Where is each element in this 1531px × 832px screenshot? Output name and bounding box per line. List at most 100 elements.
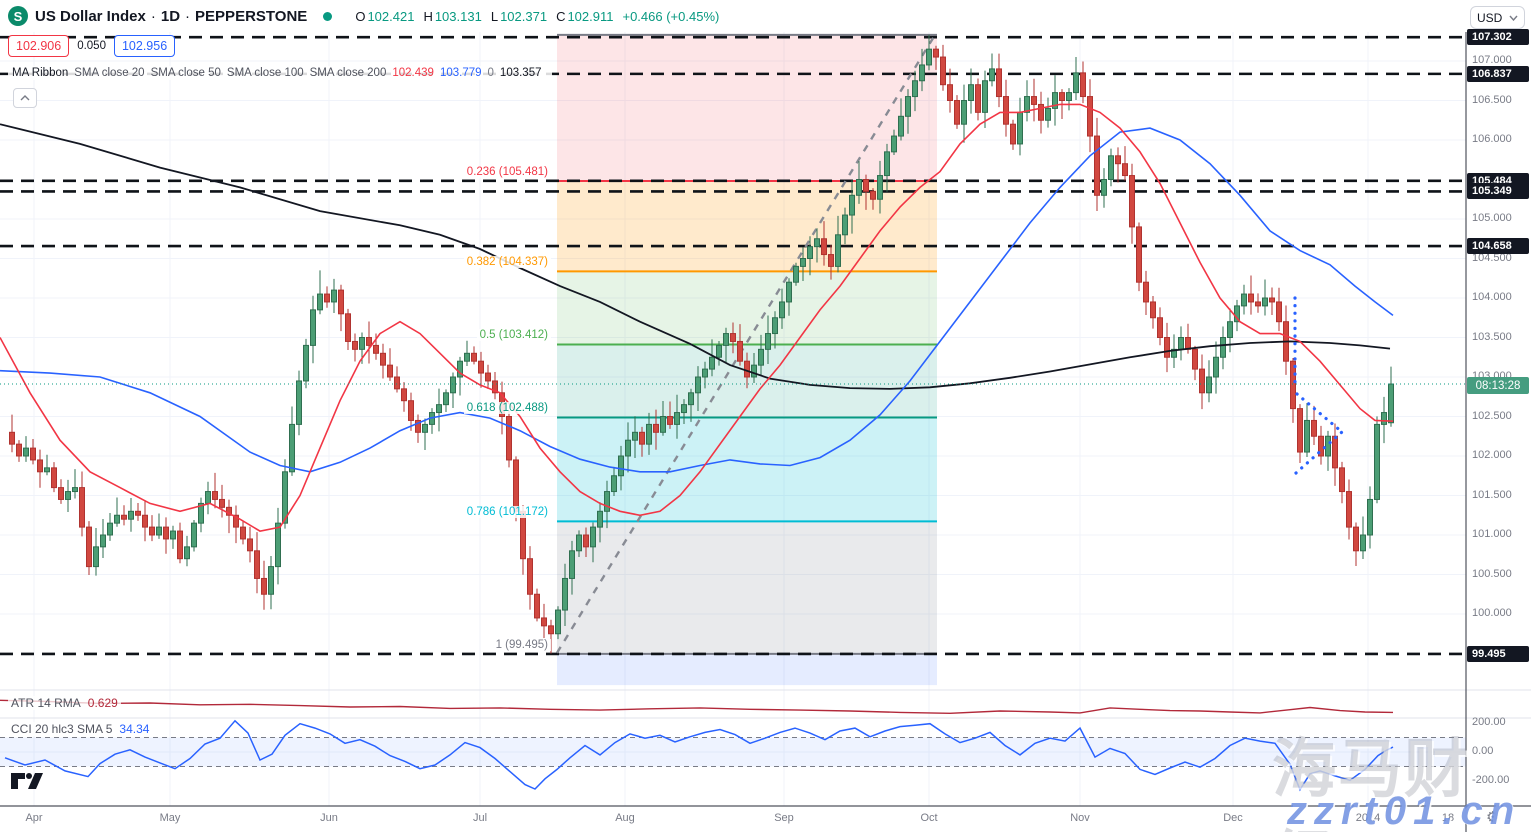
price-axis-label[interactable]: 104.500 (1472, 251, 1512, 264)
fib-level-label: 0.786 (101.172) (463, 506, 551, 519)
symbol-name[interactable]: US Dollar Index (35, 7, 146, 25)
close-value: 102.911 (567, 8, 614, 24)
ma-ribbon-title: MA Ribbon (12, 67, 69, 79)
ma-ribbon-value: 0 (487, 67, 494, 79)
dotted-pattern-drawing[interactable] (1293, 296, 1344, 475)
open-label: O (355, 8, 366, 24)
price-axis-label[interactable]: 102.000 (1472, 449, 1512, 461)
watermark-cn-text: 海马财经 (1272, 733, 1470, 832)
time-axis-label[interactable]: Sep (774, 812, 794, 824)
cci-name: CCI 20 hlc3 SMA 5 (11, 722, 113, 736)
time-axis-label[interactable]: Aug (615, 812, 635, 824)
ma-ribbon-param: SMA close 50 (150, 67, 221, 79)
watermark-url-text: zzrt01.cn (1287, 789, 1522, 832)
change-value: +0.466 (+0.45%) (622, 8, 720, 24)
cci-indicator-label[interactable]: CCI 20 hlc3 SMA 5 34.34 (8, 722, 153, 736)
price-axis-label[interactable]: 102.500 (1472, 409, 1512, 422)
price-axis-label[interactable]: 106.500 (1472, 93, 1512, 106)
interval-label[interactable]: 1D (160, 7, 181, 25)
price-axis-label[interactable]: 100.500 (1472, 567, 1512, 580)
time-axis-label[interactable]: Jul (472, 812, 488, 824)
price-axis-label[interactable]: 101.500 (1472, 488, 1512, 501)
fib-level-label: 0.618 (102.488) (463, 402, 551, 415)
symbol-title[interactable]: US Dollar Index · 1D · PEPPERSTONE (35, 8, 307, 25)
trendline[interactable] (555, 34, 937, 654)
spread-value: 0.050 (69, 40, 114, 52)
title-separator: · (185, 7, 191, 25)
cci-value: 34.34 (119, 722, 150, 736)
atr-value: 0.629 (87, 696, 118, 710)
support-resistance-lines[interactable] (0, 35, 1466, 656)
atr-line (0, 699, 1394, 715)
ma-ribbon-param: SMA close 200 (309, 67, 387, 79)
price-axis-label[interactable]: 106.000 (1472, 133, 1512, 145)
ma-ribbon-param: SMA close 100 (226, 67, 304, 79)
currency-selector[interactable]: USD (1470, 6, 1525, 29)
high-value: 103.131 (434, 8, 482, 24)
candlesticks[interactable] (9, 34, 1394, 654)
cci-line (4, 719, 1394, 792)
cci-axis-label[interactable]: 0.00 (1472, 745, 1494, 757)
cci-axis-label[interactable]: -200.00 (1472, 774, 1510, 786)
price-axis-label[interactable]: 100.000 (1472, 607, 1512, 619)
sell-button[interactable]: 102.906 (8, 35, 70, 57)
chart-header: S US Dollar Index · 1D · PEPPERSTONE O 102.42… (0, 0, 1466, 32)
price-level-badge: 106.837 (1467, 65, 1529, 82)
ma-ribbon-status[interactable]: MA Ribbon SMA close 20 SMA close 50 SMA clo… (8, 66, 552, 80)
axis-settings-gear-icon[interactable]: ⚙ (1486, 809, 1500, 826)
price-level-badge: 105.349 (1467, 183, 1529, 200)
time-axis-label[interactable]: Oct (920, 812, 938, 824)
close-label: C (556, 8, 566, 24)
gridlines (0, 32, 1466, 806)
fib-level-label: 1 (99.495) (492, 638, 551, 651)
time-axis-label[interactable]: Apr (25, 812, 43, 824)
tradingview-logo-icon[interactable] (10, 772, 44, 795)
order-panel: 102.906 0.050 102.956 (8, 35, 176, 57)
title-separator: · (150, 7, 156, 25)
symbol-logo-icon[interactable]: S (8, 6, 28, 26)
sma200-line (0, 123, 1391, 390)
price-axis-label[interactable]: 101.000 (1472, 528, 1512, 540)
ma-lines (0, 103, 1394, 532)
bar-countdown-badge: 08:13:28 (1467, 377, 1529, 394)
fib-level-label: 0.5 (103.412) (476, 329, 551, 342)
time-axis-label[interactable]: May (159, 812, 181, 824)
price-axis-label[interactable]: 103.500 (1472, 330, 1512, 343)
price-level-badge: 107.302 (1467, 29, 1529, 46)
fib-level-label: 0.236 (105.481) (463, 166, 551, 178)
broker-label[interactable]: PEPPERSTONE (195, 7, 308, 25)
atr-indicator-label[interactable]: ATR 14 RMA 0.629 (8, 696, 121, 710)
low-label: L (490, 8, 499, 24)
countdown-value: 08:13:28 (1475, 379, 1521, 392)
time-axis-label[interactable]: Dec (1223, 812, 1243, 824)
time-axis-label[interactable]: Jun (320, 812, 338, 824)
low-value: 102.371 (500, 8, 548, 24)
buy-button[interactable]: 102.956 (113, 35, 176, 57)
ohlc-readout: O 102.421 H 103.131 L 102.371 C 102.911 +0.4… (346, 9, 719, 24)
currency-value: USD (1477, 10, 1503, 25)
time-axis-label[interactable]: 2024 (1355, 812, 1381, 824)
collapse-pane-button[interactable] (13, 88, 37, 108)
price-level-badge: 104.658 (1467, 238, 1529, 255)
ma-ribbon-value: 103.779 (439, 67, 482, 79)
market-open-dot-icon (323, 11, 333, 21)
high-label: H (423, 8, 433, 24)
cci-axis-label[interactable]: 200.00 (1472, 716, 1506, 728)
sell-price: 102.906 (16, 39, 62, 53)
time-axis-label[interactable]: Nov (1070, 812, 1090, 824)
fib-level-label: 0.382 (104.337) (463, 256, 551, 269)
open-value: 102.421 (367, 8, 415, 24)
price-axis-label[interactable]: 104.000 (1472, 291, 1512, 303)
price-axis-label[interactable]: 107.000 (1472, 54, 1512, 66)
ma-ribbon-param: SMA close 20 (74, 67, 145, 79)
chevron-up-icon (20, 95, 30, 101)
time-axis-label[interactable]: 18 (1441, 812, 1455, 824)
buy-price: 102.956 (121, 39, 168, 53)
ma-ribbon-value: 102.439 (392, 67, 434, 79)
ma-ribbon-value: 103.357 (499, 67, 542, 79)
price-level-badge: 99.495 (1467, 645, 1529, 662)
price-axis-label[interactable]: 105.000 (1472, 212, 1512, 224)
ma-ribbon-values: 102.439 103.779 0 103.357 (392, 67, 547, 79)
